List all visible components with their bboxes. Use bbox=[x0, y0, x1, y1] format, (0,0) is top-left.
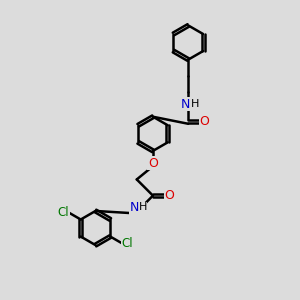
Text: O: O bbox=[148, 157, 158, 170]
Text: Cl: Cl bbox=[58, 206, 69, 219]
Text: O: O bbox=[164, 189, 174, 202]
Text: H: H bbox=[190, 99, 199, 110]
Text: N: N bbox=[130, 201, 139, 214]
Text: Cl: Cl bbox=[122, 237, 134, 250]
Text: N: N bbox=[181, 98, 190, 111]
Text: O: O bbox=[200, 115, 209, 128]
Text: H: H bbox=[139, 202, 147, 212]
